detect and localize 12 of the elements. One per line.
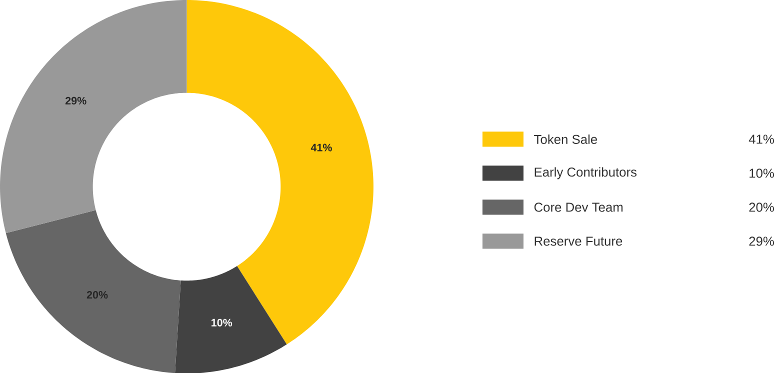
data-label: 20%	[86, 290, 108, 298]
legend-label: Early Contributors	[534, 167, 637, 180]
text: 41%	[748, 134, 774, 144]
text: 29%	[749, 236, 774, 246]
data-label: 29%	[65, 96, 86, 104]
text: 10%	[750, 168, 774, 178]
text: 20%	[749, 202, 774, 212]
data-label: 41%	[310, 144, 332, 152]
legend-label: Reserve Future	[534, 236, 622, 246]
legend-label: Core Dev Team	[534, 202, 623, 212]
data-label: 10%	[212, 318, 232, 326]
legend-label: Token Sale	[534, 134, 598, 144]
